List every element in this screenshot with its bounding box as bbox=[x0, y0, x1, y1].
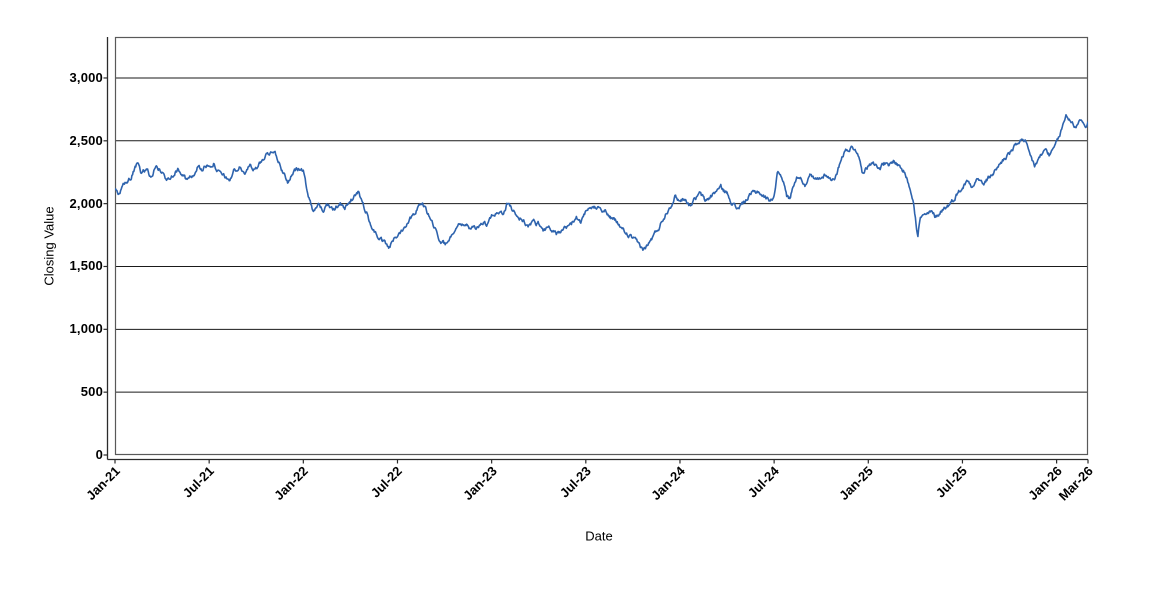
plot-border bbox=[114, 36, 1089, 456]
closing-value-series bbox=[115, 114, 1088, 251]
y-axis-title: Closing Value bbox=[41, 206, 57, 286]
y-tick-label: 1,500 bbox=[69, 258, 103, 274]
y-tick-label: 3,000 bbox=[69, 69, 103, 85]
y-tick-label: 0 bbox=[95, 447, 103, 462]
y-tick-label: 1,000 bbox=[69, 321, 103, 337]
y-tick-label: 500 bbox=[80, 384, 103, 400]
x-axis-title: Date bbox=[585, 528, 613, 544]
y-tick-label: 2,000 bbox=[69, 195, 103, 211]
y-tick-label: 2,500 bbox=[69, 132, 103, 148]
